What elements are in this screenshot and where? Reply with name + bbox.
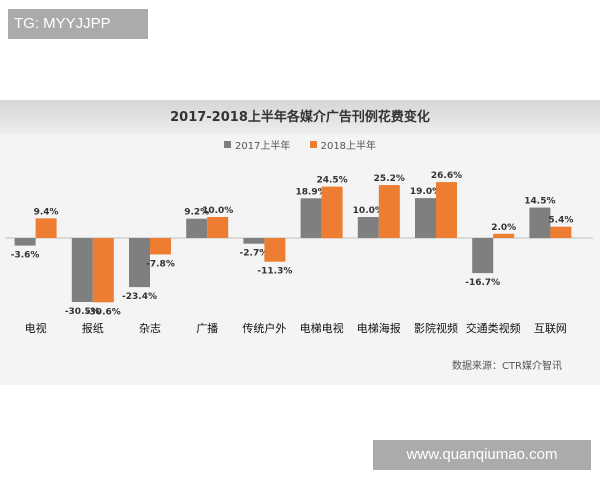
bar-2018-9 — [550, 226, 572, 238]
data-label-2017-3: 9.2% — [184, 208, 209, 218]
bar-2017-5 — [300, 198, 322, 238]
bar-2017-3 — [186, 218, 208, 238]
legend-item-2018: 2018上半年 — [309, 137, 377, 152]
legend-label-2018: 2018上半年 — [320, 141, 377, 152]
legend-swatch-2017 — [223, 141, 231, 148]
data-label-2018-5: 24.5% — [316, 176, 347, 186]
bar-2018-2 — [150, 238, 171, 255]
category-label-2: 杂志 — [139, 322, 161, 335]
data-label-2017-5: 18.9% — [295, 187, 326, 197]
data-label-2017-0: -3.6% — [11, 251, 40, 261]
category-label-5: 电梯电视 — [300, 321, 344, 335]
data-label-2018-7: 26.6% — [431, 171, 462, 181]
category-label-9: 互联网 — [534, 322, 567, 335]
bar-2018-7 — [436, 182, 457, 238]
data-label-2017-7: 19.0% — [410, 187, 441, 197]
bar-2018-3 — [207, 217, 229, 238]
data-label-2017-6: 10.0% — [353, 206, 384, 216]
data-label-2017-1: -30.5% — [65, 307, 100, 317]
website-url: www.quanqiumao.com — [373, 440, 591, 470]
category-label-7: 影院视频 — [414, 321, 458, 335]
bar-2017-2 — [129, 238, 150, 288]
bar-2018-8 — [493, 233, 515, 238]
bar-2018-0 — [35, 218, 57, 238]
bar-2018-6 — [378, 185, 400, 238]
bar-2017-8 — [472, 238, 494, 274]
data-label-2018-3: 10.0% — [202, 206, 233, 216]
data-label-2017-9: 14.5% — [524, 197, 555, 207]
data-label-2017-8: -16.7% — [465, 278, 500, 288]
data-label-2018-0: 9.4% — [34, 207, 59, 217]
bar-2018-5 — [321, 186, 343, 239]
bar-2017-4 — [243, 238, 265, 244]
category-label-8: 交通类视频 — [466, 321, 521, 335]
title-band — [0, 100, 600, 134]
data-label-2018-1: -30.6% — [86, 307, 121, 317]
category-label-1: 报纸 — [82, 321, 104, 335]
bar-2017-1 — [71, 238, 93, 302]
category-label-3: 广播 — [196, 321, 218, 335]
bar-2017-0 — [14, 238, 36, 246]
legend: 2017上半年 2018上半年 — [0, 137, 600, 152]
bar-2018-4 — [264, 238, 286, 262]
category-label-0: 电视 — [25, 321, 47, 335]
data-label-2018-2: -7.8% — [146, 259, 175, 269]
data-label-2018-9: 5.4% — [548, 216, 573, 226]
legend-label-2017: 2017上半年 — [234, 141, 291, 152]
data-label-2018-8: 2.0% — [491, 223, 516, 233]
category-label-6: 电梯海报 — [357, 321, 401, 335]
data-source: 数据来源：CTR媒介智讯 — [451, 361, 562, 372]
bar-2017-7 — [415, 198, 436, 238]
legend-swatch-2018 — [309, 141, 317, 148]
watermark-tag: TG: MYYJJPP — [8, 9, 148, 39]
chart-title: 2017-2018上半年各媒介广告刊例花费变化 — [170, 110, 430, 125]
data-label-2017-4: -2.7% — [240, 249, 269, 259]
data-label-2018-4: -11.3% — [257, 267, 292, 277]
legend-item-2017: 2017上半年 — [223, 137, 291, 152]
bar-2017-9 — [529, 207, 551, 239]
data-label-2018-6: 25.2% — [374, 174, 405, 184]
data-label-2017-2: -23.4% — [122, 292, 157, 302]
category-label-4: 传统户外 — [242, 321, 286, 335]
bar-2017-6 — [357, 217, 379, 238]
bar-2018-1 — [92, 238, 114, 303]
